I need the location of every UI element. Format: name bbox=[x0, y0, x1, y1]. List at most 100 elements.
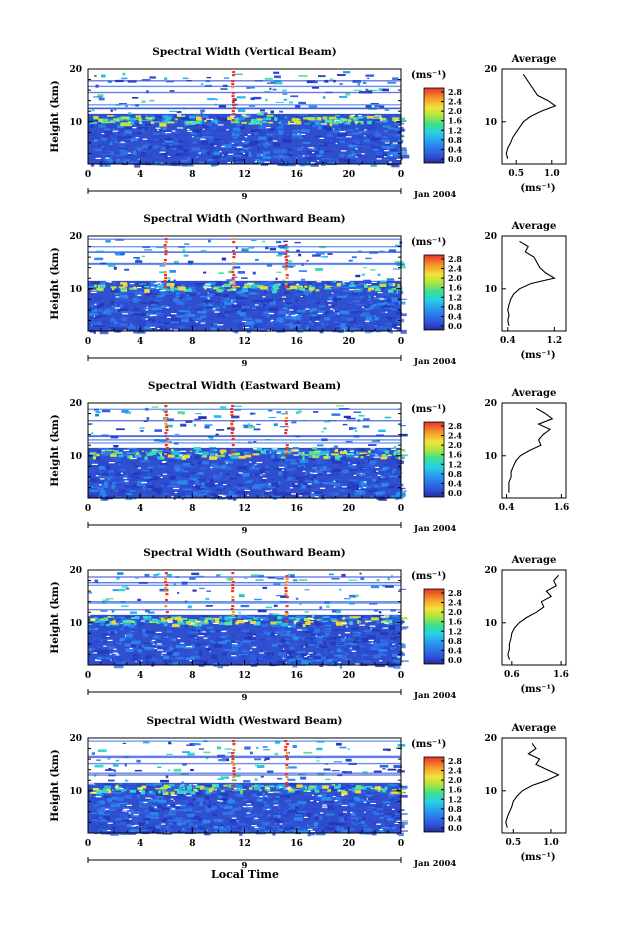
heatmap-cell bbox=[240, 604, 250, 608]
heatmap-cell bbox=[262, 454, 271, 458]
heatmap-gap bbox=[364, 129, 367, 131]
heatmap-burst bbox=[231, 614, 235, 617]
heatmap-cell bbox=[223, 790, 232, 793]
heatmap-gap bbox=[363, 487, 367, 489]
heatmap-cell bbox=[174, 299, 181, 303]
heatmap-cell bbox=[225, 473, 230, 476]
heatmap-cell bbox=[344, 459, 351, 462]
heatmap-gap bbox=[120, 472, 124, 474]
heatmap-cell bbox=[379, 631, 388, 635]
heatmap-cell bbox=[394, 642, 397, 644]
heatmap-cell bbox=[274, 468, 283, 471]
heatmap-cell bbox=[365, 88, 369, 91]
heatmap-cell bbox=[213, 465, 223, 469]
heatmap-gap bbox=[350, 450, 354, 452]
heatmap-cell bbox=[181, 456, 186, 460]
heatmap-cell bbox=[329, 635, 335, 637]
heatmap-cell bbox=[278, 652, 286, 656]
heatmap-cell bbox=[245, 496, 251, 499]
heatmap-cell bbox=[322, 616, 330, 619]
heatmap-cell bbox=[170, 616, 178, 620]
colorbar-tick-label: 1.6 bbox=[448, 450, 462, 460]
heatmap-cell bbox=[270, 621, 277, 625]
heatmap-cell bbox=[188, 293, 197, 296]
heatmap-cell bbox=[393, 295, 396, 298]
heatmap-cell bbox=[210, 449, 217, 452]
heatmap-cell bbox=[128, 152, 132, 156]
heatmap-gap bbox=[95, 659, 97, 661]
heatmap-cell bbox=[342, 469, 349, 473]
heatmap-cell bbox=[117, 616, 125, 619]
heatmap-cell bbox=[353, 146, 357, 149]
heatmap-cell bbox=[88, 592, 93, 594]
heatmap-cell bbox=[134, 465, 139, 468]
heatmap-gap bbox=[293, 454, 299, 456]
heatmap-gap bbox=[375, 454, 378, 456]
heatmap-cell bbox=[327, 324, 335, 327]
heatmap-cell bbox=[291, 477, 299, 481]
x-tick-label: 0 bbox=[85, 504, 91, 514]
heatmap-cell bbox=[133, 621, 137, 626]
heatmap-cell bbox=[335, 644, 346, 647]
heatmap-cell bbox=[191, 572, 200, 576]
heatmap-gap bbox=[167, 621, 173, 623]
heatmap-cell bbox=[297, 658, 304, 660]
heatmap-cell bbox=[305, 155, 310, 157]
colorbar-unit: (ms⁻¹) bbox=[411, 70, 446, 81]
heatmap-cell bbox=[200, 645, 206, 647]
heatmap-cell bbox=[348, 329, 357, 332]
heatmap-gap bbox=[157, 649, 164, 651]
heatmap-cell bbox=[209, 148, 214, 152]
heatmap-cell bbox=[338, 452, 345, 457]
heatmap-cell bbox=[151, 796, 154, 800]
heatmap-gap bbox=[140, 620, 145, 622]
heatmap-cell bbox=[177, 317, 187, 320]
heatmap-cell bbox=[263, 491, 271, 495]
heatmap-burst bbox=[285, 605, 289, 608]
heatmap-cell bbox=[255, 258, 259, 261]
heatmap-burst bbox=[164, 274, 168, 277]
heatmap-cell bbox=[132, 654, 139, 658]
heatmap-cell bbox=[206, 590, 211, 592]
heatmap-cell bbox=[332, 460, 342, 464]
y-tick-label: 20 bbox=[69, 566, 82, 576]
heatmap-cell bbox=[134, 130, 140, 133]
heatmap-cell bbox=[322, 116, 328, 120]
heatmap-cell bbox=[164, 77, 168, 80]
heatmap-cell bbox=[258, 487, 262, 490]
heatmap-burst bbox=[231, 429, 235, 432]
heatmap-cell bbox=[177, 411, 185, 414]
heatmap-cell bbox=[149, 118, 157, 121]
heatmap-cell bbox=[186, 653, 192, 656]
heatmap-cell bbox=[382, 119, 388, 122]
heatmap-cell bbox=[316, 659, 322, 662]
heatmap-cell bbox=[183, 254, 189, 257]
heatmap-cell bbox=[117, 617, 121, 620]
heatmap-cell bbox=[300, 653, 308, 656]
heatmap-cell bbox=[107, 807, 116, 811]
heatmap-cell bbox=[361, 481, 367, 485]
heatmap-cell bbox=[172, 491, 177, 493]
heatmap-cell bbox=[228, 815, 235, 818]
heatmap-cell bbox=[203, 299, 213, 303]
heatmap-gap bbox=[91, 463, 98, 465]
heatmap-cell bbox=[389, 642, 392, 645]
heatmap-gap bbox=[355, 663, 360, 665]
heatmap-cell bbox=[188, 623, 196, 626]
heatmap-cell bbox=[186, 310, 195, 315]
heatmap-gap bbox=[200, 138, 206, 140]
heatmap-cell bbox=[260, 467, 267, 471]
heatmap-cell bbox=[222, 629, 228, 632]
heatmap-cell bbox=[266, 82, 274, 84]
heatmap-cell bbox=[269, 247, 277, 251]
heatmap-cell bbox=[110, 109, 113, 112]
heatmap-cell bbox=[306, 637, 315, 639]
heatmap-cell bbox=[108, 642, 114, 646]
heatmap-cell bbox=[201, 633, 210, 635]
heatmap-cell bbox=[190, 131, 197, 135]
heatmap-burst bbox=[285, 581, 289, 584]
heatmap-cell bbox=[155, 299, 163, 302]
heatmap-cell bbox=[174, 287, 181, 291]
heatmap-cell bbox=[280, 450, 287, 452]
heatmap-cell bbox=[93, 115, 99, 120]
